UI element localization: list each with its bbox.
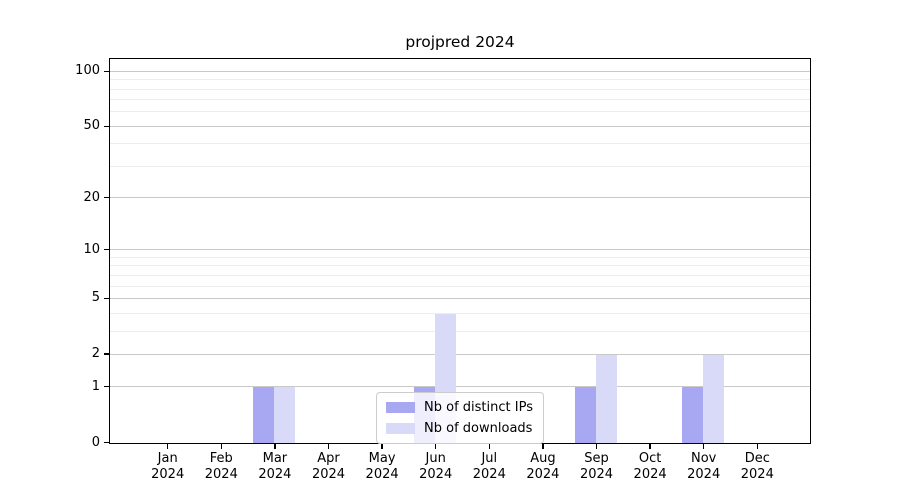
x-tick-month-oct: Oct [638,451,662,466]
x-tick-mark-nov [703,443,705,449]
x-tick-month-sep: Sep [584,451,609,466]
legend-swatch-distinct-ips [386,402,416,413]
gridline-minor-80 [110,88,810,90]
gridline-major-2 [110,353,810,355]
x-tick-label-jan: Jan 2024 [136,451,200,483]
y-tick-label-50: 50 [83,118,100,134]
x-tick-year-aug: 2024 [526,467,560,482]
x-tick-mark-jul [488,443,490,449]
legend: Nb of distinct IPs Nb of downloads [376,392,544,444]
x-tick-month-jun: Jun [425,451,446,466]
x-tick-mark-aug [542,443,544,449]
x-tick-label-may: May 2024 [350,451,414,483]
legend-label-distinct-ips: Nb of distinct IPs [424,400,533,415]
gridline-minor-9 [110,256,810,258]
y-tick-label-20: 20 [83,189,100,205]
x-tick-label-nov: Nov 2024 [672,451,736,483]
bar-downloads-sep [596,354,617,443]
x-tick-year-apr: 2024 [311,467,346,482]
y-tick-mark-100 [103,70,110,72]
x-tick-mark-sep [595,443,598,449]
legend-label-downloads: Nb of downloads [424,421,533,436]
x-tick-year-oct: 2024 [633,467,667,482]
x-tick-month-aug: Aug [530,451,556,466]
x-tick-label-oct: Oct 2024 [618,451,682,483]
x-tick-month-feb: Feb [209,451,233,466]
legend-swatch-downloads [386,423,416,434]
x-tick-month-mar: Mar [262,451,288,466]
gridline-major-50 [110,125,810,127]
x-tick-mark-oct [649,443,651,449]
x-tick-year-may: 2024 [365,467,399,482]
x-tick-mark-dec [756,443,758,449]
gridline-minor-8 [110,265,810,267]
gridline-minor-30 [110,165,810,167]
gridline-minor-40 [110,143,810,145]
gridline-minor-3 [110,330,810,332]
x-tick-label-aug: Aug 2024 [511,451,575,483]
legend-item-downloads: Nb of downloads [386,421,533,436]
gridline-major-5 [110,297,810,299]
x-tick-mark-jun [435,443,437,449]
x-tick-label-feb: Feb 2024 [189,451,253,483]
y-tick-mark-5 [103,297,110,300]
x-tick-month-apr: Apr [317,451,340,466]
gridline-minor-70 [110,99,810,101]
x-tick-label-sep: Sep 2024 [565,451,629,483]
y-tick-mark-10 [103,248,110,251]
bar-downloads-mar [274,387,296,443]
x-tick-year-jun: 2024 [419,467,453,482]
x-tick-year-jul: 2024 [472,467,506,482]
plot-area [109,58,811,444]
y-tick-mark-0 [103,441,110,444]
x-tick-label-mar: Mar 2024 [243,451,307,483]
x-tick-month-nov: Nov [691,451,717,466]
x-tick-label-apr: Apr 2024 [297,451,361,483]
x-tick-year-jan: 2024 [151,467,185,482]
x-tick-mark-mar [274,443,276,449]
x-tick-label-dec: Dec 2024 [725,451,789,483]
y-tick-label-10: 10 [83,241,100,257]
x-tick-mark-may [381,443,383,449]
x-tick-month-dec: Dec [744,451,770,466]
x-tick-year-dec: 2024 [740,467,774,482]
x-tick-year-mar: 2024 [258,467,292,482]
x-tick-month-may: May [368,451,396,466]
y-tick-label-100: 100 [75,63,100,79]
x-tick-mark-apr [327,443,330,449]
x-tick-year-sep: 2024 [579,467,614,482]
gridline-minor-7 [110,274,810,276]
x-tick-label-jun: Jun 2024 [404,451,468,483]
chart-title: projpred 2024 [405,33,515,51]
x-tick-mark-feb [220,443,222,449]
y-tick-mark-20 [103,196,110,199]
y-tick-label-5: 5 [91,290,100,306]
bar-distinct-ips-mar [253,387,275,443]
x-tick-year-nov: 2024 [687,467,721,482]
x-tick-label-jul: Jul 2024 [457,451,521,483]
gridline-major-100 [110,70,810,72]
gridline-major-1 [110,386,810,388]
x-tick-year-feb: 2024 [204,467,238,482]
y-tick-mark-1 [103,386,110,388]
y-tick-mark-2 [103,353,110,355]
gridline-minor-60 [110,111,810,113]
y-tick-label-2: 2 [91,346,100,362]
bar-distinct-ips-sep [575,387,596,443]
gridline-major-10 [110,249,810,251]
bar-downloads-nov [703,354,725,443]
gridline-minor-6 [110,285,810,287]
gridline-minor-4 [110,312,810,314]
legend-item-distinct-ips: Nb of distinct IPs [386,400,533,415]
y-tick-label-0: 0 [91,434,100,450]
x-tick-month-jul: Jul [481,451,498,466]
bar-distinct-ips-nov [682,387,704,443]
y-tick-label-1: 1 [91,378,100,394]
gridline-major-20 [110,197,810,199]
gridline-minor-90 [110,79,810,81]
x-tick-month-jan: Jan [157,451,178,466]
y-tick-mark-50 [103,125,110,127]
x-tick-mark-jan [167,443,169,449]
